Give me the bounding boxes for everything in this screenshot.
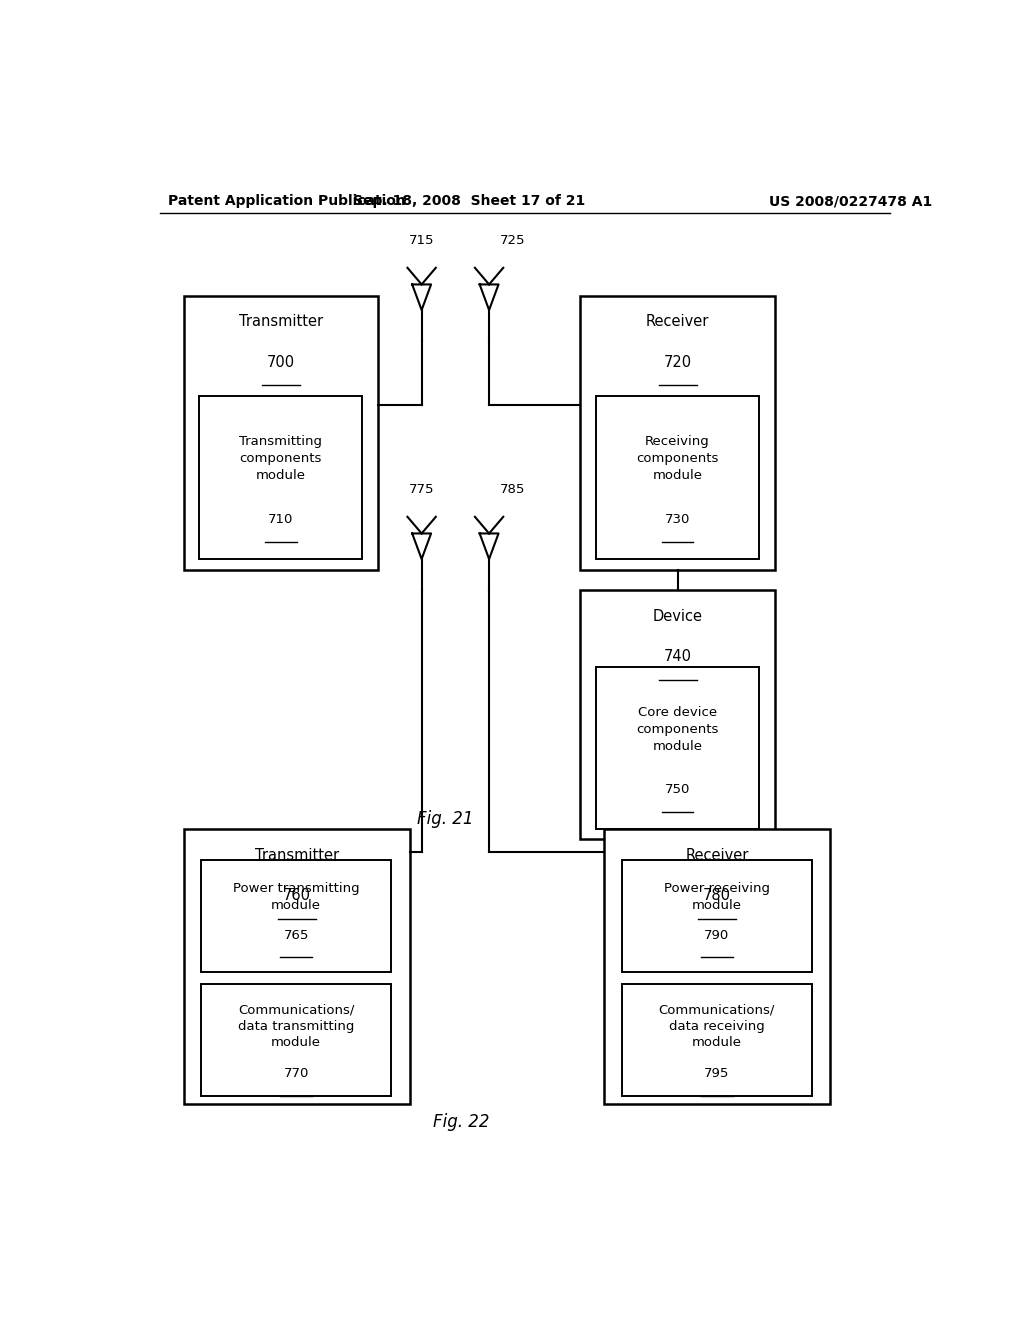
Text: Core device
components
module: Core device components module [636,706,719,752]
Bar [183,829,410,1104]
Text: 750: 750 [665,784,690,796]
Bar [596,667,759,829]
Text: 765: 765 [284,929,309,942]
Text: Sep. 18, 2008  Sheet 17 of 21: Sep. 18, 2008 Sheet 17 of 21 [353,194,586,209]
Text: US 2008/0227478 A1: US 2008/0227478 A1 [769,194,932,209]
Bar [200,396,362,558]
Text: Transmitter: Transmitter [239,314,323,329]
Text: Device: Device [652,609,702,623]
Bar [596,396,759,558]
Text: 720: 720 [664,355,691,370]
Text: Fig. 22: Fig. 22 [433,1113,489,1131]
Text: Receiving
components
module: Receiving components module [636,436,719,482]
Text: Receiver: Receiver [646,314,710,329]
Text: 780: 780 [703,888,731,903]
Text: Patent Application Publication: Patent Application Publication [168,194,406,209]
Text: Communications/
data transmitting
module: Communications/ data transmitting module [238,1003,354,1049]
Text: Communications/
data receiving
module: Communications/ data receiving module [658,1003,775,1049]
Text: Transmitting
components
module: Transmitting components module [240,436,323,482]
Bar [604,829,830,1104]
Text: 710: 710 [268,513,294,527]
Bar [183,296,378,570]
Text: 700: 700 [266,355,295,370]
Text: 740: 740 [664,649,691,664]
Bar [201,859,391,972]
Bar [201,983,391,1096]
Text: Transmitter: Transmitter [255,847,339,862]
Text: 725: 725 [500,234,525,247]
Text: 790: 790 [705,929,729,942]
Text: 715: 715 [409,234,434,247]
Text: 775: 775 [409,483,434,496]
Text: 785: 785 [500,483,525,496]
Bar [622,859,812,972]
Bar [581,296,775,570]
Text: 760: 760 [283,888,310,903]
Text: Fig. 21: Fig. 21 [417,810,474,828]
Text: 795: 795 [705,1067,729,1080]
Text: Power transmitting
module: Power transmitting module [232,882,359,912]
Text: 770: 770 [284,1067,309,1080]
Bar [581,590,775,840]
Text: 730: 730 [665,513,690,527]
Text: Receiver: Receiver [685,847,749,862]
Bar [622,983,812,1096]
Text: Power receiving
module: Power receiving module [664,882,770,912]
